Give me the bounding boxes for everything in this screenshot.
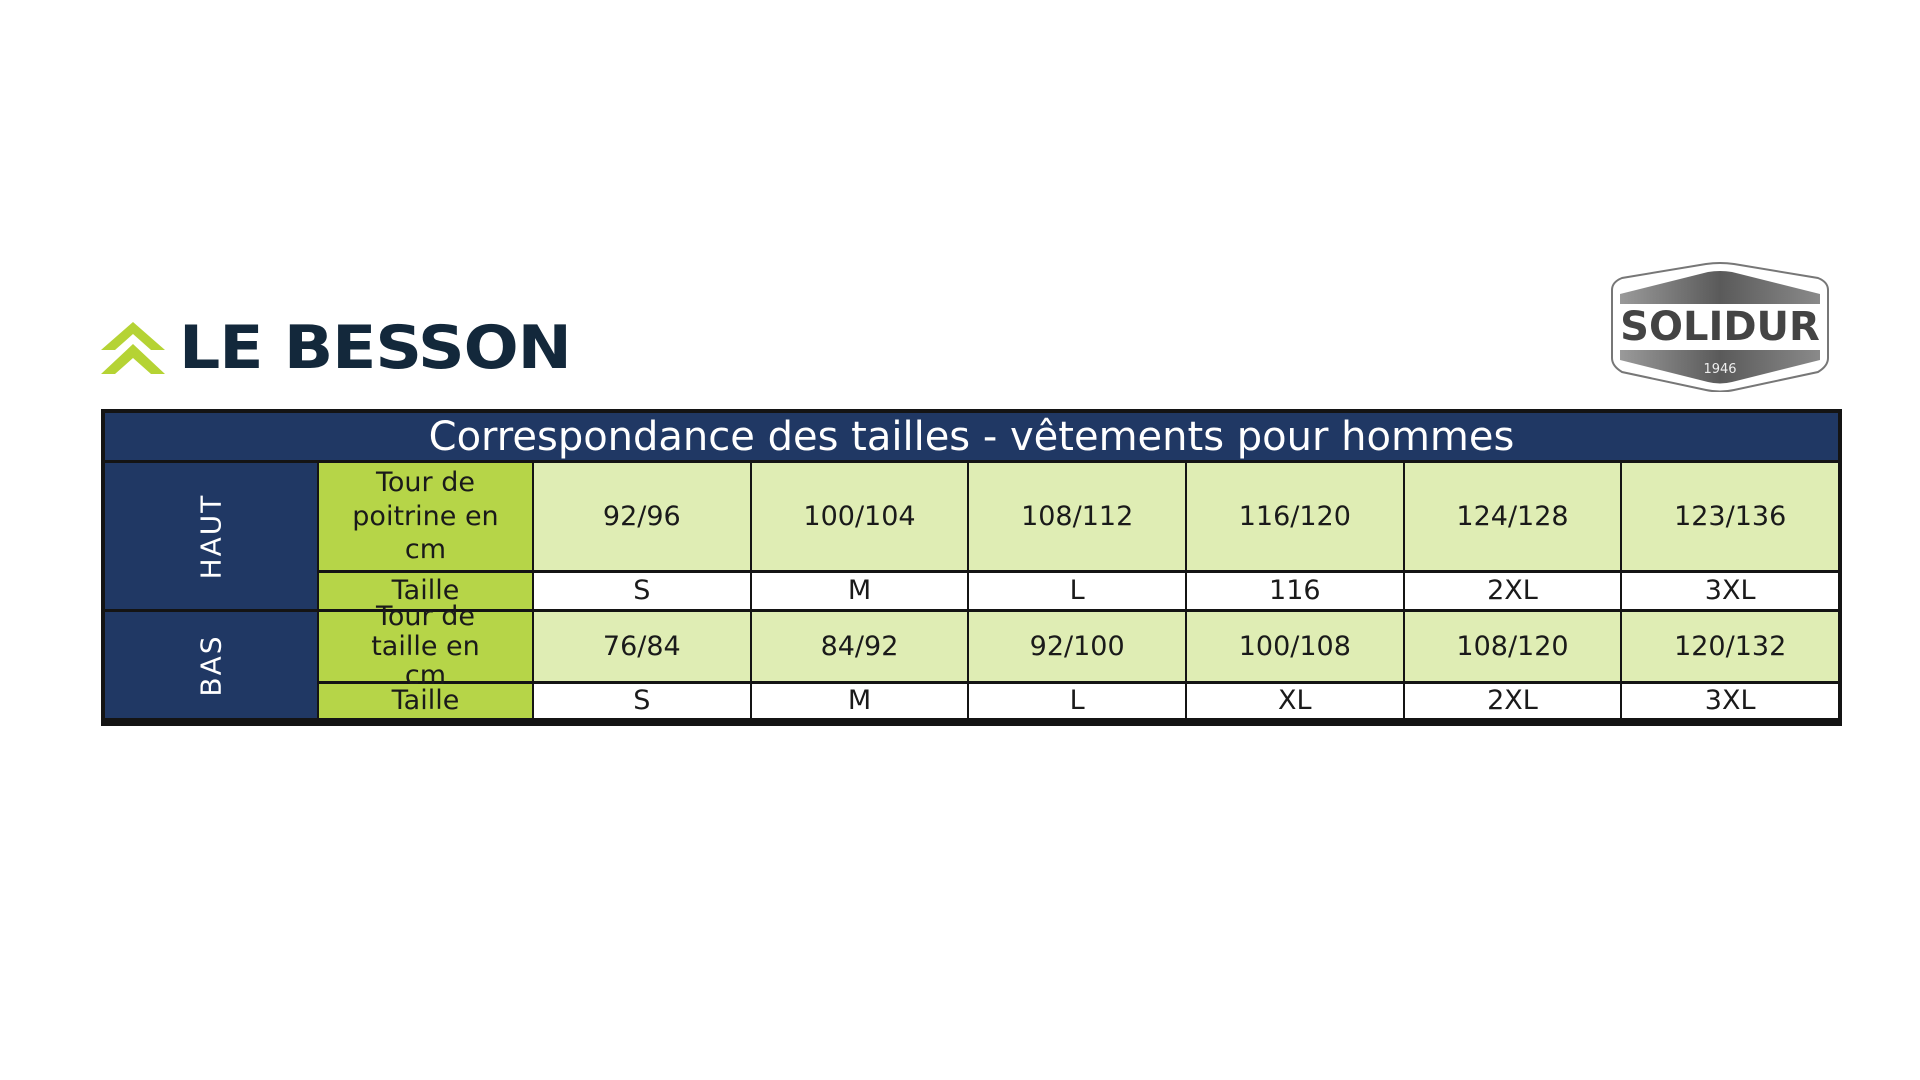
le-besson-logo: LE BESSON xyxy=(101,318,572,378)
size-cell: 3XL xyxy=(1622,684,1838,718)
brand-name: LE BESSON xyxy=(179,313,572,383)
measure-label: Tour de taille en cm xyxy=(319,602,532,691)
measure-label: Tour de poitrine en cm xyxy=(319,463,532,570)
size-cell: M xyxy=(751,573,968,609)
section-bas: BAS xyxy=(105,612,317,718)
size-cell: S xyxy=(534,573,750,609)
solidur-text: SOLIDUR xyxy=(1620,304,1820,350)
measure-cell: 76/84 xyxy=(534,612,750,681)
chevron-logo-icon xyxy=(101,322,165,374)
size-cell: 116 xyxy=(1187,573,1403,609)
size-cell: 2XL xyxy=(1404,684,1621,718)
size-cell: L xyxy=(969,573,1185,609)
measure-cell: 124/128 xyxy=(1404,463,1621,570)
measure-cell: 120/132 xyxy=(1622,612,1838,681)
measure-cell: 108/112 xyxy=(969,463,1185,570)
section-haut: HAUT xyxy=(105,463,317,609)
measure-cell: 116/120 xyxy=(1187,463,1403,570)
measure-cell: 92/96 xyxy=(534,463,750,570)
measure-cell: 100/104 xyxy=(751,463,968,570)
solidur-year: 1946 xyxy=(1703,362,1736,377)
measure-cell: 108/120 xyxy=(1404,612,1621,681)
measure-cell: 123/136 xyxy=(1622,463,1838,570)
size-label: Taille xyxy=(319,684,532,718)
size-cell: S xyxy=(534,684,750,718)
size-label: Taille xyxy=(319,573,532,609)
size-cell: XL xyxy=(1187,684,1403,718)
measure-cell: 92/100 xyxy=(969,612,1185,681)
size-cell: 2XL xyxy=(1404,573,1621,609)
section-label: HAUT xyxy=(194,493,228,579)
solidur-logo: SOLIDUR 1946 xyxy=(1611,262,1829,392)
measure-cell: 100/108 xyxy=(1187,612,1403,681)
section-label: BAS xyxy=(194,633,228,697)
size-chart-table: Correspondance des tailles - vêtements p… xyxy=(101,409,1842,726)
measure-cell: 84/92 xyxy=(751,612,968,681)
size-cell: 3XL xyxy=(1622,573,1838,609)
size-cell: M xyxy=(751,684,968,718)
size-cell: L xyxy=(969,684,1185,718)
table-title: Correspondance des tailles - vêtements p… xyxy=(105,413,1838,460)
